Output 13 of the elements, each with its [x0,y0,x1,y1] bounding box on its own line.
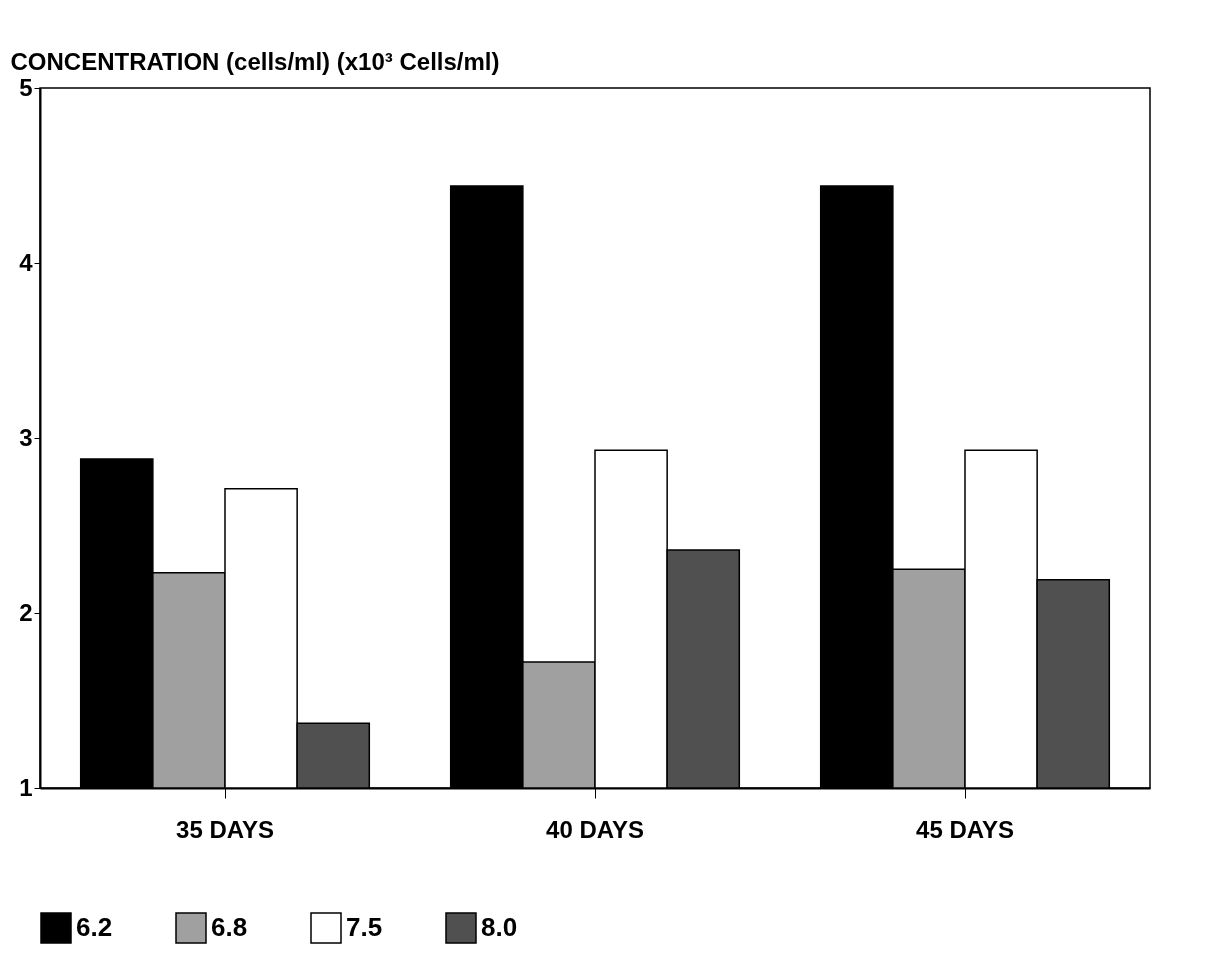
legend-label: 8.0 [481,912,518,942]
legend-label: 7.5 [346,912,383,942]
x-tick-label: 45 DAYS [916,815,1014,843]
legend-label: 6.2 [76,912,113,942]
y-tick-label: 2 [19,598,33,626]
y-tick-label: 1 [19,773,33,801]
y-axis-title: CONCENTRATION (cells/ml) (x10³ Cells/ml) [10,47,500,75]
y-tick-label: 4 [19,248,34,276]
x-tick-label: 40 DAYS [546,815,644,843]
x-tick-label: 35 DAYS [176,815,274,843]
y-tick-label: 5 [19,73,33,101]
legend-label: 6.8 [211,912,248,942]
y-tick-label: 3 [19,423,33,451]
